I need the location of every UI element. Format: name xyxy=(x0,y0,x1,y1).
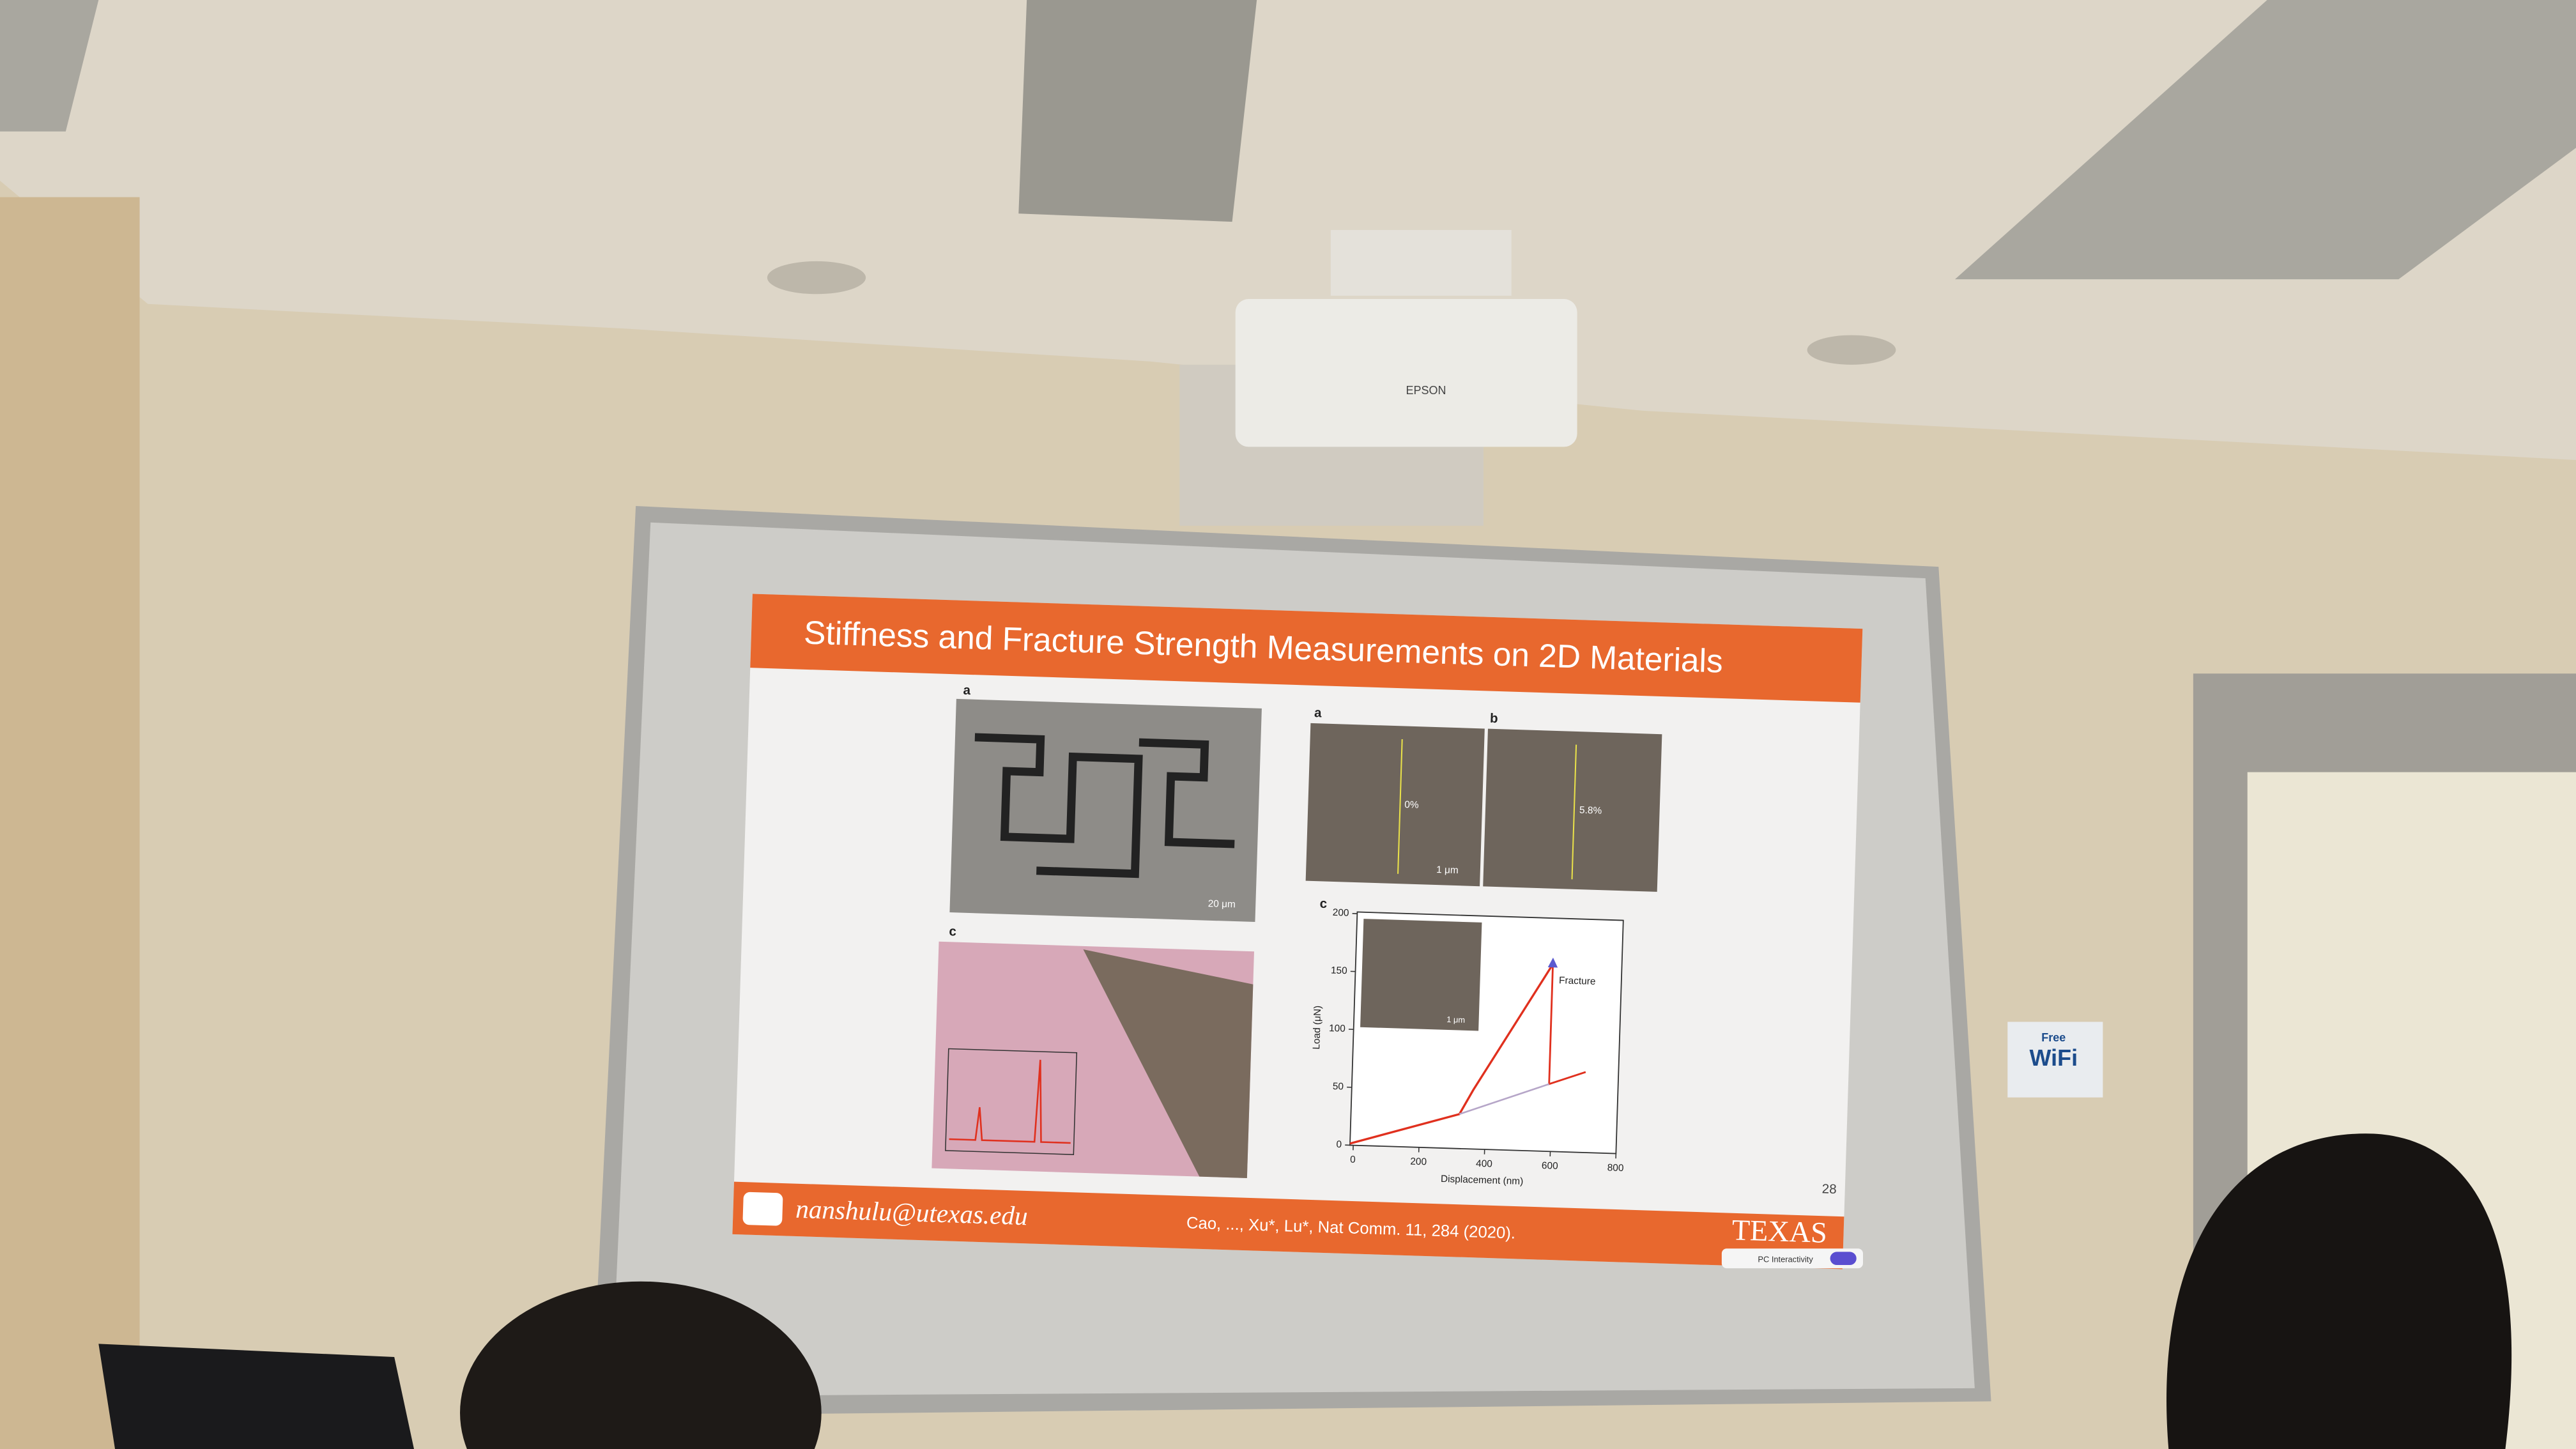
sem-structure xyxy=(974,733,1235,878)
speaker xyxy=(1807,335,1896,365)
wifi-sign xyxy=(2007,1022,2103,1098)
scale-bar-label: 1 μm xyxy=(1446,1015,1465,1025)
plot-inset xyxy=(1360,919,1482,1031)
scale-bar-label: 20 μm xyxy=(1208,898,1236,910)
raman-inset xyxy=(945,1048,1078,1155)
tem-image xyxy=(1483,728,1662,892)
y-tick-label: 50 xyxy=(1333,1081,1344,1092)
linear-fit xyxy=(1459,1083,1550,1116)
speaker xyxy=(767,261,866,295)
ceiling-vent xyxy=(1018,0,1257,222)
x-axis-label: Displacement (nm) xyxy=(1441,1174,1524,1187)
sem-image xyxy=(949,698,1262,923)
toolbar[interactable] xyxy=(1721,1248,1863,1269)
tem-image xyxy=(1305,723,1485,887)
fracture-annotation: Fracture xyxy=(1559,975,1596,987)
wifi-text: WiFi xyxy=(2029,1045,2078,1071)
x-tick-label: 800 xyxy=(1607,1162,1624,1174)
page-number: 28 xyxy=(1821,1181,1837,1197)
strain-label: 5.8% xyxy=(1579,805,1602,816)
y-axis-label: Load (μN) xyxy=(1311,1006,1323,1050)
slide: Stiffness and Fracture Strength Measurem… xyxy=(732,594,1863,1269)
x-tick-label: 200 xyxy=(1410,1156,1427,1168)
y-tick-label: 100 xyxy=(1329,1023,1346,1034)
footer-logo xyxy=(742,1192,783,1226)
strain-label: 0% xyxy=(1404,799,1419,811)
panel-label: c xyxy=(1319,896,1327,911)
laptop xyxy=(98,1344,415,1449)
panel-label: b xyxy=(1490,711,1498,726)
y-tick-label: 150 xyxy=(1331,965,1347,977)
slide-footer xyxy=(732,1181,1844,1269)
load-curve xyxy=(1349,963,1554,1145)
audience-head xyxy=(460,1281,822,1449)
marker-line xyxy=(1397,739,1403,874)
probe xyxy=(1083,949,1254,1178)
x-tick-label: 600 xyxy=(1542,1160,1558,1172)
projector xyxy=(1235,299,1577,447)
door-left xyxy=(0,197,140,1449)
ceiling-vent xyxy=(1955,0,2576,280)
y-tick-label: 0 xyxy=(1336,1139,1342,1150)
panel-label: c xyxy=(949,924,956,939)
slide-header xyxy=(750,594,1863,703)
scale-bar-label: 1 μm xyxy=(1436,864,1459,876)
wifi-text: Free xyxy=(2041,1031,2066,1044)
footer-logo-text: TEXAS xyxy=(1731,1214,1828,1250)
raman-spectrum xyxy=(949,1059,1071,1144)
projector-top xyxy=(1330,230,1512,296)
marker-line xyxy=(1571,744,1577,880)
panel-label: a xyxy=(963,683,971,698)
load-plot: 1 μm Fracture Displacement (nm) Load (μN… xyxy=(1311,907,1624,1187)
toggle[interactable] xyxy=(1830,1252,1857,1265)
audience-head xyxy=(2166,1133,2512,1449)
x-tick-label: 0 xyxy=(1350,1154,1356,1165)
y-tick-label: 200 xyxy=(1333,907,1349,919)
x-tick-label: 400 xyxy=(1476,1158,1492,1170)
fracture-point xyxy=(1547,957,1558,968)
footer-email: nanshulu@utexas.edu xyxy=(795,1194,1029,1230)
projector-brand: EPSON xyxy=(1406,384,1446,397)
ceiling xyxy=(0,0,2576,460)
toolbar-label: PC Interactivity xyxy=(1758,1255,1813,1264)
panel-label: a xyxy=(1314,705,1322,720)
